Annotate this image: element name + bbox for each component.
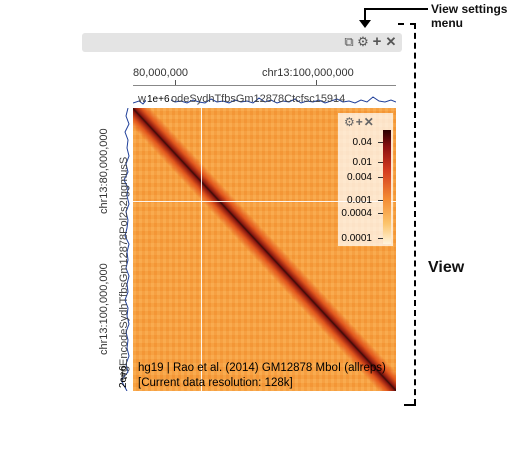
colorbar-tick — [378, 200, 383, 201]
top-axis-line — [133, 85, 396, 86]
view-annotation: View — [428, 259, 465, 276]
gear-icon[interactable]: ⚙ — [357, 34, 369, 49]
top-axis-label-2: chr13:100,000,000 — [262, 67, 354, 79]
top-axis-label-1: 80,000,000 — [133, 67, 189, 79]
colorbar-tick — [378, 213, 383, 214]
resolution-label: [Current data resolution: 128k] — [138, 377, 293, 389]
view-bracket-bottom — [404, 404, 416, 406]
colorbar-label: 0.01 — [352, 157, 372, 168]
colorbar-tick — [378, 177, 383, 178]
view-bracket-top — [398, 23, 416, 25]
close-icon[interactable]: ✕ — [363, 115, 375, 129]
left-signal-track — [120, 108, 130, 391]
top-axis-tick — [316, 80, 317, 85]
crosshair-horizontal — [133, 201, 396, 202]
top-axis-tick — [175, 80, 176, 85]
left-track-scale: 2e+6 — [118, 365, 129, 388]
plus-icon[interactable]: + — [372, 33, 382, 50]
colorbar-label: 0.04 — [352, 137, 372, 148]
colorbar-tick — [378, 162, 383, 163]
dataset-info-label: hg19 | Rao et al. (2014) GM12878 MboI (a… — [138, 362, 386, 374]
annotation-arrow-shaft — [364, 8, 428, 10]
contact-heatmap[interactable] — [133, 108, 396, 391]
crosshair-vertical — [201, 108, 202, 391]
gear-icon[interactable]: ⚙ — [344, 115, 356, 129]
top-track-label: wgEncodeSydhTfbsGm12878Ctcfsc15914 — [138, 93, 346, 105]
colorbar-label: 0.004 — [346, 172, 372, 183]
close-icon[interactable]: ✕ — [385, 34, 397, 49]
colorbar-tick — [378, 238, 383, 239]
view-header-bar[interactable] — [82, 33, 402, 52]
colorbar-gradient — [383, 130, 391, 244]
left-axis-label-2: chr13:100,000,000 — [98, 263, 110, 355]
annotation-arrow-stem — [364, 8, 366, 22]
plus-icon[interactable]: + — [355, 115, 364, 129]
left-axis-label-1: chr13:80,000,000 — [98, 128, 110, 214]
copy-icon[interactable]: ⧉ — [344, 34, 354, 49]
left-track-label: wgEncodeSydhTfbsGm12878Pol2s2IggmusS — [118, 156, 130, 380]
colorbar-label: 0.001 — [346, 195, 372, 206]
view-settings-menu-annotation: View settings menu — [431, 2, 508, 30]
colorbar-label: 0.0004 — [341, 208, 372, 219]
annotation-arrow-head-icon — [359, 20, 371, 28]
colorbar-tick — [378, 142, 383, 143]
colorbar-controls[interactable]: ⚙+✕ — [344, 115, 375, 129]
view-bracket-right — [414, 23, 416, 405]
top-track-scale: 1e+6 — [146, 94, 171, 105]
colorbar-label: 0.0001 — [341, 233, 372, 244]
top-signal-track — [133, 96, 396, 105]
